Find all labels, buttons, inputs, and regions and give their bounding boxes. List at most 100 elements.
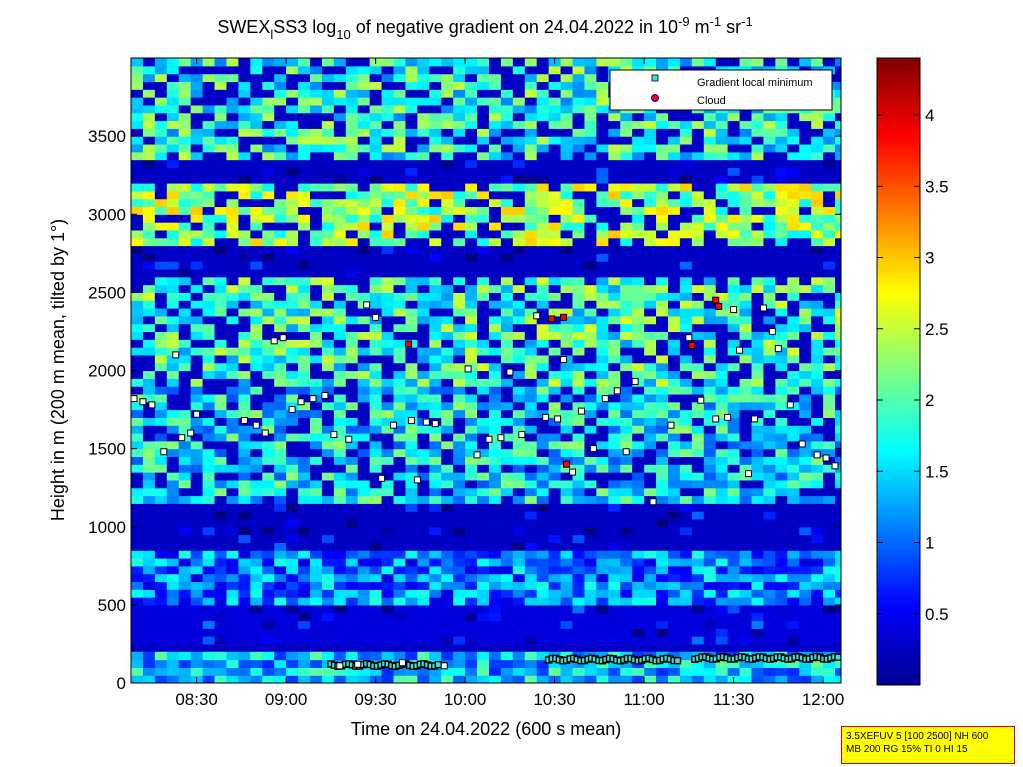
heatmap-cell: [632, 112, 645, 122]
heatmap-cell: [202, 268, 216, 278]
heatmap-cell: [142, 159, 156, 168]
heatmap-cell: [835, 440, 841, 450]
heatmap-cell: [465, 565, 478, 575]
heatmap-cell: [166, 597, 180, 606]
heatmap-cell: [775, 222, 788, 231]
heatmap-cell: [178, 448, 192, 458]
heatmap-cell: [644, 425, 657, 434]
heatmap-cell: [811, 589, 824, 598]
heatmap-cell: [811, 479, 824, 489]
heatmap-cell: [620, 300, 633, 309]
heatmap-cell: [441, 667, 454, 676]
heatmap-cell: [691, 58, 705, 67]
heatmap-cell: [667, 589, 681, 598]
heatmap-cell: [691, 487, 705, 497]
heatmap-cell: [190, 276, 204, 286]
heatmap-cell: [727, 167, 741, 176]
heatmap-cell: [238, 518, 251, 528]
heatmap-cell: [787, 151, 800, 161]
heatmap-cell: [190, 292, 204, 301]
gradient-minimum-marker: [697, 396, 705, 404]
heatmap-cell: [465, 433, 478, 442]
heatmap-cell: [345, 558, 359, 567]
heatmap-cell: [357, 151, 371, 161]
heatmap-cell: [835, 354, 841, 364]
heatmap-cell: [799, 597, 812, 606]
heatmap-cell: [691, 268, 705, 278]
heatmap-cell: [644, 433, 657, 442]
heatmap-cell: [477, 81, 490, 90]
heatmap-cell: [715, 581, 729, 590]
heatmap-cell: [381, 151, 395, 161]
heatmap-cell: [763, 276, 776, 286]
heatmap-cell: [226, 128, 239, 137]
heatmap-cell: [703, 245, 717, 254]
heatmap-cell: [835, 487, 841, 497]
heatmap-cell: [811, 128, 824, 137]
heatmap-cell: [131, 308, 144, 317]
heatmap-cell: [823, 167, 836, 176]
heatmap-cell: [417, 315, 430, 325]
heatmap-cell: [298, 112, 311, 122]
heatmap-cell: [572, 347, 586, 356]
heatmap-cell: [453, 565, 466, 575]
heatmap-cell: [644, 565, 657, 575]
heatmap-cell: [679, 589, 693, 598]
heatmap-cell: [250, 120, 263, 129]
gradient-minimum-marker: [240, 417, 248, 424]
heatmap-cell: [357, 511, 371, 520]
heatmap-cell: [321, 675, 335, 683]
heatmap-cell: [345, 284, 359, 293]
heatmap-cell: [524, 339, 538, 348]
gradient-minimum-marker: [736, 346, 744, 354]
heatmap-cell: [751, 675, 765, 683]
heatmap-cell: [536, 479, 550, 489]
heatmap-cell: [429, 136, 442, 145]
heatmap-cell: [835, 151, 841, 161]
heatmap-cell: [166, 120, 180, 129]
heatmap-cell: [775, 237, 788, 247]
heatmap-cell: [298, 268, 311, 278]
heatmap-cell: [787, 237, 800, 247]
heatmap-cell: [465, 159, 478, 168]
heatmap-cell: [715, 136, 729, 145]
heatmap-cell: [691, 675, 705, 683]
heatmap-cell: [369, 565, 383, 575]
heatmap-cell: [512, 237, 526, 247]
heatmap-cell: [632, 354, 645, 364]
heatmap-cell: [333, 511, 347, 520]
heatmap-cell: [644, 308, 657, 317]
heatmap-cell: [321, 81, 335, 90]
heatmap-cell: [345, 495, 359, 504]
heatmap-cell: [691, 433, 705, 442]
heatmap-cell: [131, 261, 144, 270]
heatmap-cell: [417, 58, 430, 67]
heatmap-cell: [238, 308, 251, 317]
heatmap-cell: [751, 284, 765, 293]
heatmap-cell: [190, 245, 204, 254]
gradient-minimum-marker: [497, 434, 505, 442]
heatmap-cell: [202, 378, 216, 387]
heatmap-cell: [381, 143, 395, 153]
heatmap-cell: [691, 292, 705, 301]
heatmap-cell: [465, 237, 478, 247]
heatmap-cell: [166, 65, 180, 75]
heatmap-cell: [298, 503, 311, 512]
heatmap-cell: [835, 245, 841, 254]
heatmap-cell: [775, 362, 788, 372]
heatmap-cell: [190, 143, 204, 153]
heatmap-cell: [321, 534, 335, 543]
heatmap-cell: [727, 440, 741, 450]
heatmap-cell: [679, 628, 693, 637]
heatmap-cell: [142, 214, 156, 223]
heatmap-cell: [393, 542, 407, 551]
heatmap-cell: [345, 542, 359, 551]
heatmap-cell: [739, 128, 753, 137]
heatmap-cell: [166, 198, 180, 208]
heatmap-cell: [381, 362, 395, 372]
heatmap-cell: [405, 65, 418, 75]
heatmap-cell: [703, 558, 717, 567]
heatmap-cell: [333, 331, 347, 340]
heatmap-cell: [357, 425, 371, 434]
heatmap-cell: [393, 206, 407, 215]
